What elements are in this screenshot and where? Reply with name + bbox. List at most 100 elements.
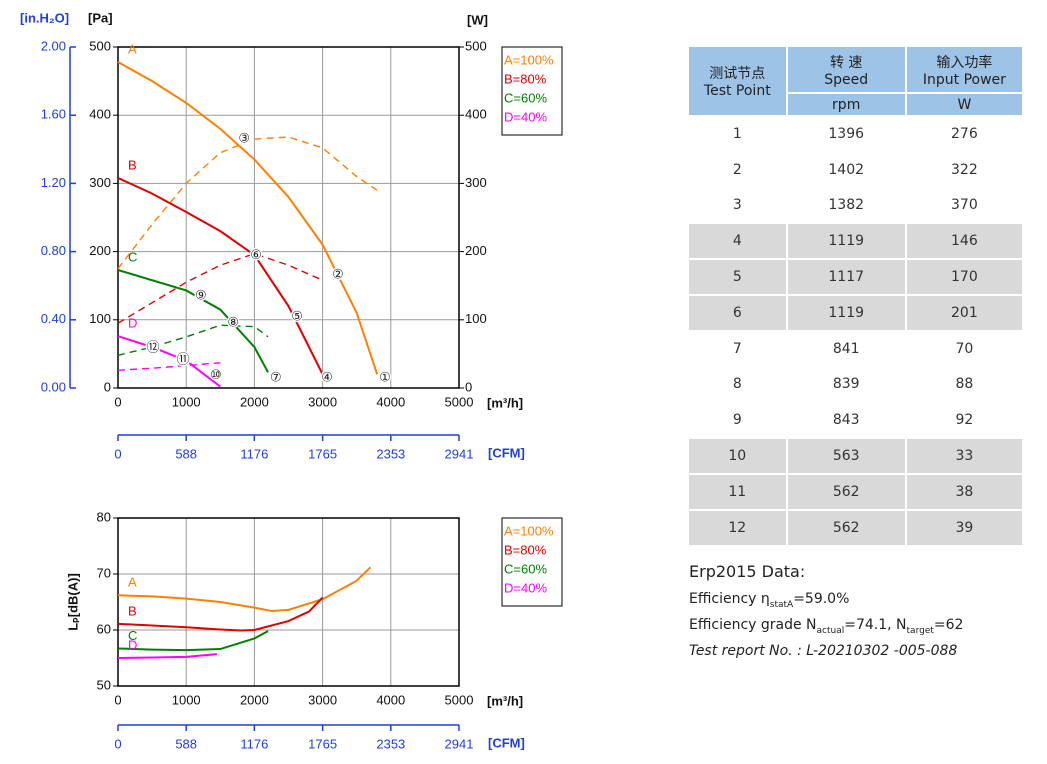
y2-tick-label: 500	[465, 38, 487, 53]
table-cell: 839	[785, 365, 907, 404]
table-row: 7 841 70	[687, 329, 1025, 368]
curve-label: C	[128, 249, 137, 264]
plot-border	[117, 46, 460, 389]
curve-label: B	[128, 157, 137, 172]
legend-entry: D=40%	[504, 580, 547, 595]
curve-line	[117, 566, 372, 612]
operating-point: ⑪	[177, 353, 190, 368]
table-cell: 2	[687, 150, 788, 189]
x-tick-label: 2000	[240, 692, 269, 707]
curve-line	[117, 61, 379, 375]
table-row: 9 843 92	[687, 401, 1025, 440]
y3-tick-label: 0.80	[41, 243, 66, 258]
table-cell: 38	[904, 472, 1025, 511]
header-text: Test Point	[703, 83, 771, 99]
y3-tick-label: 0.00	[41, 379, 66, 394]
y-label: Lₚ[dB(A)]	[65, 573, 80, 631]
x2-tick-label: 588	[175, 446, 197, 461]
x-tick-label: 4000	[376, 394, 405, 409]
x-tick-label: 4000	[376, 692, 405, 707]
x2-tick-label: 2353	[376, 736, 405, 751]
y-tick-label: 400	[89, 107, 111, 122]
table-row: 12 562 39	[687, 508, 1025, 547]
header-point: 测试节点 Test Point	[687, 45, 788, 117]
x2-tick-label: 0	[114, 736, 121, 751]
y2-label: [W]	[467, 12, 488, 27]
table-cell: 562	[785, 508, 907, 547]
operating-point: ③	[238, 132, 250, 147]
y3-tick-label: 2.00	[41, 38, 66, 53]
table-cell: 1396	[785, 115, 907, 153]
efficiency: Efficiency ηstatA=59.0%	[689, 591, 963, 610]
subscript: statA	[769, 599, 794, 610]
x-label: [m³/h]	[487, 395, 523, 410]
operating-point: ⑫	[147, 340, 160, 355]
operating-point: ⑦	[270, 370, 282, 385]
curve-label: B	[128, 603, 137, 618]
header-text: Speed	[824, 71, 869, 88]
operating-point: ①	[379, 370, 391, 385]
x2-tick-label: 1765	[308, 736, 337, 751]
table-cell: 5	[687, 258, 788, 296]
x2-tick-label: 1176	[240, 446, 268, 461]
x-tick-label: 3000	[308, 394, 337, 409]
table-row: 5 1117 170	[687, 258, 1025, 296]
table-cell: 1117	[785, 258, 907, 296]
x2-tick-label: 0	[114, 446, 121, 461]
header-power: 输入功率 Input Power	[904, 45, 1025, 94]
y-tick-label: 300	[89, 175, 111, 190]
table-row: 6 1119 201	[687, 293, 1025, 332]
plot-border	[117, 517, 460, 687]
x-tick-label: 3000	[308, 692, 337, 707]
table-row: 2 1402 322	[687, 150, 1025, 189]
operating-point: ②	[332, 267, 344, 282]
header-text: 输入功率	[936, 54, 993, 71]
table-cell: 12	[687, 508, 788, 547]
table-cell: 10	[687, 437, 788, 475]
table-cell: 4	[687, 222, 788, 261]
table-row: 11 562 38	[687, 472, 1025, 511]
power-line	[117, 362, 221, 371]
curve-line	[117, 177, 324, 375]
y-tick-label: 500	[89, 38, 111, 53]
curve-line	[117, 335, 221, 388]
table-row: 8 839 88	[687, 365, 1025, 404]
table-cell: 1119	[785, 293, 907, 332]
power-line	[117, 136, 378, 270]
table-row: 4 1119 146	[687, 222, 1025, 261]
legend-box	[501, 46, 563, 136]
x-label: [m³/h]	[487, 693, 523, 708]
text: =59.0%	[793, 591, 850, 607]
x-tick-label: 5000	[445, 692, 474, 707]
power-line	[117, 252, 323, 324]
x-tick-label: 0	[114, 692, 121, 707]
y3-tick-label: 1.60	[41, 107, 66, 122]
x2-tick-label: 1765	[308, 446, 337, 461]
table-row: 10 563 33	[687, 437, 1025, 475]
x2-tick-label: 2353	[376, 446, 405, 461]
erp-data: Erp2015 Data: Efficiency ηstatA=59.0% Ef…	[689, 562, 963, 666]
curve-label: A	[128, 41, 137, 56]
header-text: 转 速	[829, 54, 863, 71]
test-point-table: 测试节点 Test Point 转 速 Speed 输入功率 Input Power …	[687, 45, 1025, 547]
curve-label: D	[128, 316, 137, 331]
y2-tick-label: 400	[465, 107, 487, 122]
table-cell: 92	[904, 401, 1025, 440]
subscript: target	[906, 625, 934, 636]
y-tick-label: 0	[104, 379, 111, 394]
y2-tick-label: 100	[465, 311, 487, 326]
operating-point: ④	[321, 370, 333, 385]
table-cell: 370	[904, 186, 1025, 225]
y3-tick-label: 0.40	[41, 311, 66, 326]
curve-label: A	[128, 575, 137, 590]
text: Efficiency grade N	[689, 616, 817, 633]
y2-tick-label: 0	[465, 379, 472, 394]
table-cell: 9	[687, 401, 788, 440]
table-cell: 170	[904, 258, 1025, 296]
table-cell: 562	[785, 472, 907, 511]
text: Efficiency η	[689, 591, 770, 607]
y3-tick-label: 1.20	[41, 175, 66, 190]
report-number: Test report No. : L-20210302 -005-088	[689, 642, 958, 659]
text: =74.1, N	[844, 616, 907, 633]
